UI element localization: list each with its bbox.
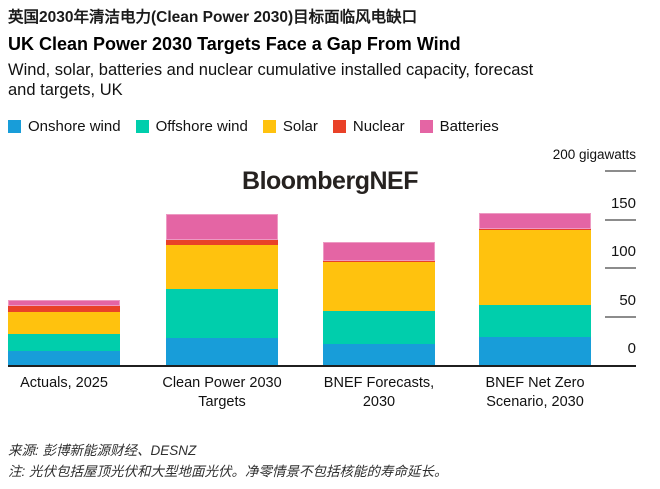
y-axis-label: 50: [619, 291, 636, 309]
footer: 来源: 彭博新能源财经、DESNZ 注: 光伏包括屋顶光伏和大型地面光伏。净零情…: [8, 440, 448, 482]
bar-segment: [323, 310, 435, 344]
category-label-line: BNEF Net Zero: [485, 375, 585, 391]
bar-segment: [323, 262, 435, 311]
legend-item-label: Batteries: [439, 118, 499, 135]
legend-item-label: Onshore wind: [28, 118, 121, 135]
category-label-line: Targets: [198, 393, 246, 410]
category-label-line: 2030: [362, 393, 396, 410]
x-axis-baseline: [8, 365, 636, 367]
bar-segment: [166, 213, 278, 240]
bar-segment: [166, 289, 278, 338]
footnote: 注: 光伏包括屋顶光伏和大型地面光伏。净零情景不包括核能的寿命延长。: [8, 464, 448, 479]
legend-item: Batteries: [419, 118, 499, 135]
bar-segment: [323, 260, 435, 263]
legend-item: Nuclear: [332, 118, 405, 135]
y-axis-tick: [605, 218, 636, 221]
source-note: 来源: 彭博新能源财经、DESNZ: [8, 443, 197, 458]
category-label-line: Actuals, 2025: [20, 375, 108, 391]
page-title: UK Clean Power 2030 Targets Face a Gap F…: [8, 34, 461, 54]
legend-swatch: [262, 120, 276, 133]
bar-segment: [479, 304, 591, 337]
y-axis-label: 100: [610, 243, 636, 260]
category-label: BNEF Forecasts, 2030: [301, 374, 457, 411]
legend-swatch: [419, 120, 433, 133]
bar-segment: [479, 336, 591, 365]
y-axis-tick: [605, 170, 636, 172]
legend-item: Onshore wind: [8, 118, 121, 135]
legend-item: Offshore wind: [135, 118, 248, 135]
category-label: Actuals, 2025: [0, 374, 142, 393]
y-axis-tick: [605, 315, 636, 318]
bar-segment: [166, 337, 278, 365]
category-label-line: Scenario, 2030: [486, 393, 584, 410]
bar-segment: [479, 213, 591, 229]
category-label: Clean Power 2030 Targets: [144, 374, 300, 411]
legend-item-label: Solar: [282, 118, 318, 135]
bar-segment: [8, 299, 120, 306]
y-axis-tick: [605, 267, 636, 269]
legend-item: Solar: [262, 118, 318, 135]
bar-segment: [323, 242, 435, 261]
legend-swatch: [8, 120, 21, 133]
bar-segment: [479, 230, 591, 305]
subtitle: Wind, solar, batteries and nuclear cumul…: [8, 61, 534, 99]
y-axis-label: 150: [610, 194, 636, 212]
bloombergnef-watermark: BloombergNEF: [242, 167, 418, 195]
legend: Onshore wind Offshore wind Solar Nuclear Bat…: [8, 118, 499, 135]
title-chinese: 英国2030年清洁电力(Clean Power 2030)目标面临风电缺口: [8, 9, 418, 26]
category-label-line: Clean Power 2030: [162, 375, 282, 391]
legend-swatch: [135, 120, 149, 133]
axis-unit-label: 200 gigawatts: [552, 147, 636, 162]
bar-segment: [8, 305, 120, 312]
y-axis-label: 0: [627, 340, 636, 357]
bar-segment: [323, 343, 435, 365]
legend-item-label: Offshore wind: [155, 118, 248, 135]
bar-segment: [166, 239, 278, 245]
legend-item-label: Nuclear: [352, 118, 405, 135]
category-label-line: BNEF Forecasts,: [323, 375, 435, 391]
category-label: BNEF Net Zero Scenario, 2030: [457, 374, 613, 411]
bar-segment: [8, 333, 120, 352]
bar-segment: [479, 228, 591, 231]
bar-segment: [8, 351, 120, 365]
bar-segment: [8, 311, 120, 334]
legend-swatch: [332, 120, 346, 133]
bar-segment: [166, 244, 278, 290]
